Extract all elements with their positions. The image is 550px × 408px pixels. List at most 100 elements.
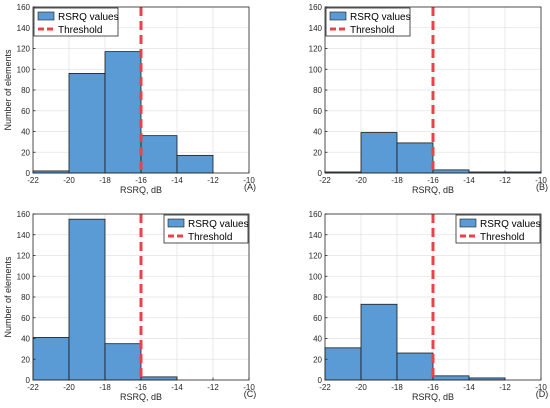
x-tick-label: -12 — [207, 176, 219, 185]
histogram-bar — [140, 135, 178, 174]
y-tick-label: 120 — [309, 252, 323, 261]
y-tick-label: 20 — [313, 148, 322, 157]
histogram-bar — [68, 218, 106, 381]
x-tick-label: -20 — [355, 383, 367, 392]
histogram-bar — [32, 337, 70, 381]
x-tick-label: -20 — [63, 176, 75, 185]
panel-label: (D) — [536, 389, 549, 399]
chart-panel-2: -22 -20 -18 -16 -14 -12 -10 0 20 40 60 80 100 120 140 1… — [309, 3, 548, 195]
y-tick-label: 0 — [26, 376, 31, 385]
x-axis-label: RSRQ, dB — [120, 185, 162, 195]
histogram-bar — [360, 132, 398, 174]
x-axis-label: RSRQ, dB — [412, 392, 454, 402]
x-tick-label: -12 — [207, 383, 219, 392]
legend-entry-threshold: Threshold — [58, 25, 102, 36]
legend: RSRQ values Threshold — [455, 214, 541, 244]
x-tick-label: -14 — [463, 176, 475, 185]
y-tick-label: 60 — [313, 107, 322, 116]
x-tick-label: -10 — [535, 383, 547, 392]
y-tick-label: 0 — [318, 376, 323, 385]
x-tick-label: -16 — [427, 383, 439, 392]
y-tick-label: 80 — [313, 86, 322, 95]
y-tick-label: 80 — [313, 293, 322, 302]
panel-label: (A) — [244, 182, 256, 192]
histogram-bar — [104, 51, 142, 174]
y-axis-label: Number of elements — [3, 256, 13, 338]
x-tick-label: -22 — [319, 176, 331, 185]
x-tick-label: -18 — [99, 383, 111, 392]
x-tick-label: -14 — [171, 176, 183, 185]
chart-panel-4: -22 -20 -18 -16 -14 -12 -10 0 20 40 60 80 100 120 140 1… — [309, 210, 549, 402]
legend-entry-bars: RSRQ values — [58, 12, 119, 23]
legend-entry-bars: RSRQ values — [350, 12, 411, 23]
legend-swatch-bars — [167, 218, 185, 228]
legend-entry-threshold: Threshold — [480, 232, 524, 243]
y-tick-label: 120 — [309, 45, 323, 54]
x-tick-label: -12 — [499, 176, 511, 185]
y-tick-label: 100 — [17, 272, 31, 281]
histogram-bar — [140, 376, 178, 381]
x-tick-label: -20 — [355, 176, 367, 185]
y-tick-label: 20 — [313, 355, 322, 364]
x-axis-label: RSRQ, dB — [412, 185, 454, 195]
legend-entry-bars: RSRQ values — [188, 219, 249, 230]
x-tick-label: -10 — [535, 176, 547, 185]
x-tick-label: -16 — [427, 176, 439, 185]
y-tick-label: 120 — [17, 45, 31, 54]
x-tick-label: -10 — [243, 383, 255, 392]
x-axis-label: RSRQ, dB — [120, 392, 162, 402]
y-tick-label: 120 — [17, 252, 31, 261]
y-tick-label: 160 — [17, 3, 31, 12]
histogram-bar — [360, 303, 398, 381]
chart-panel-3: -22 -20 -18 -16 -14 -12 -10 0 20 40 60 80 100 120 140 1… — [3, 210, 256, 402]
x-tick-label: -16 — [135, 383, 147, 392]
legend-swatch-bars — [329, 11, 347, 21]
histogram-bar — [396, 352, 434, 381]
y-tick-label: 0 — [318, 169, 323, 178]
y-tick-label: 60 — [21, 314, 30, 323]
histogram-bar — [432, 375, 470, 381]
legend-entry-threshold: Threshold — [188, 232, 232, 243]
histogram-bar — [432, 169, 470, 174]
y-tick-label: 60 — [313, 314, 322, 323]
y-tick-label: 140 — [17, 231, 31, 240]
legend-entry-threshold: Threshold — [350, 25, 394, 36]
histogram-bar — [68, 73, 106, 174]
x-tick-label: -18 — [391, 383, 403, 392]
y-tick-label: 160 — [309, 210, 323, 219]
y-tick-label: 140 — [17, 24, 31, 33]
histogram-bar — [396, 142, 434, 174]
y-tick-label: 40 — [313, 335, 322, 344]
y-tick-label: 140 — [309, 24, 323, 33]
panel-label: (B) — [536, 182, 548, 192]
x-tick-label: -22 — [27, 383, 39, 392]
y-tick-label: 80 — [21, 86, 30, 95]
y-tick-label: 160 — [17, 210, 31, 219]
y-axis-label: Number of elements — [3, 49, 13, 131]
y-tick-label: 40 — [21, 335, 30, 344]
x-tick-label: -12 — [499, 383, 511, 392]
y-tick-label: 100 — [17, 65, 31, 74]
y-tick-label: 160 — [309, 3, 323, 12]
y-tick-label: 60 — [21, 107, 30, 116]
panel-label: (C) — [244, 389, 257, 399]
legend-entry-bars: RSRQ values — [480, 219, 541, 230]
y-tick-label: 80 — [21, 293, 30, 302]
chart-panel-1: -22 -20 -18 -16 -14 -12 -10 0 20 40 60 80 100 120 140 1… — [3, 3, 256, 195]
x-tick-label: -10 — [243, 176, 255, 185]
y-tick-label: 0 — [26, 169, 31, 178]
x-tick-label: -18 — [391, 176, 403, 185]
y-tick-label: 140 — [309, 231, 323, 240]
x-tick-label: -22 — [27, 176, 39, 185]
y-tick-label: 100 — [309, 272, 323, 281]
y-tick-label: 20 — [21, 355, 30, 364]
y-tick-label: 40 — [313, 128, 322, 137]
legend: RSRQ values Threshold — [33, 7, 119, 37]
x-tick-label: -14 — [171, 383, 183, 392]
legend-swatch-bars — [459, 218, 477, 228]
y-tick-label: 100 — [309, 65, 323, 74]
legend-swatch-bars — [37, 11, 55, 21]
y-tick-label: 20 — [21, 148, 30, 157]
x-tick-label: -22 — [319, 383, 331, 392]
